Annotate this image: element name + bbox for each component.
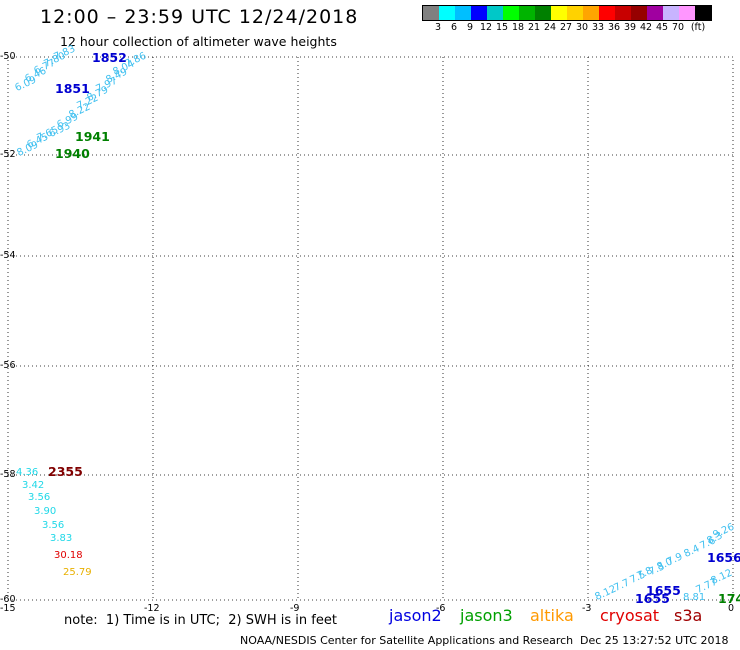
map-frame [7, 56, 734, 601]
swh-value-label: 3.42 [22, 480, 45, 491]
pass-time-label: 1851 [55, 81, 90, 96]
swh-value-label: 4.36 [16, 467, 39, 478]
latitude-tick-label: -50 [0, 51, 16, 62]
footer-note: note: 1) Time is in UTC; 2) SWH is in fe… [64, 613, 337, 628]
color-scale-legend: 3 6 9 12 15 18 21 24 27 30 33 36 39 42 45 70 (ft) [422, 5, 712, 35]
legend-tick-label: 42 [639, 22, 653, 33]
legend-tick-label: 18 [511, 22, 525, 33]
legend-swatch [679, 6, 695, 20]
map-title: 12:00 – 23:59 UTC 12/24/2018 [40, 6, 359, 28]
legend-swatch [519, 6, 535, 20]
legend-swatch [663, 6, 679, 20]
swh-value-label: 25.79 [63, 567, 92, 578]
legend-swatch [615, 6, 631, 20]
swh-value-label: 8.81 [683, 592, 706, 603]
legend-tick-label: 30 [575, 22, 589, 33]
satellite-legend-jason2: jason2 [389, 606, 442, 625]
map-subtitle: 12 hour collection of altimeter wave hei… [60, 34, 337, 49]
legend-tick-label: 12 [479, 22, 493, 33]
generated-timestamp: Dec 25 13:27:52 UTC 2018 [580, 634, 729, 647]
pass-time-label: 1656 [707, 550, 740, 565]
legend-swatch [583, 6, 599, 20]
legend-tick-label: 70 [671, 22, 685, 33]
swh-value-label: 3.83 [50, 533, 73, 544]
longitude-tick-label: -12 [144, 603, 160, 614]
latitude-tick-label: -54 [0, 250, 16, 261]
legend-swatch [631, 6, 647, 20]
legend-tick-label: 24 [543, 22, 557, 33]
longitude-tick-label: -9 [290, 603, 300, 614]
swh-value-label: 30.18 [54, 550, 83, 561]
legend-tick-label: 15 [495, 22, 509, 33]
latitude-tick-label: -58 [0, 469, 16, 480]
legend-swatch [551, 6, 567, 20]
legend-swatches [422, 5, 712, 21]
legend-swatch [535, 6, 551, 20]
longitude-tick-label: -3 [582, 603, 592, 614]
graticule-grid [7, 56, 734, 601]
legend-tick-label: 39 [623, 22, 637, 33]
pass-time-label: 2355 [48, 464, 83, 479]
swh-value-label: 3.90 [34, 506, 57, 517]
swh-value-label: 3.56 [28, 492, 51, 503]
latitude-tick-label: -52 [0, 149, 16, 160]
swh-value-label: 3.56 [42, 520, 65, 531]
legend-swatch [503, 6, 519, 20]
legend-tick-label: 9 [466, 22, 474, 33]
longitude-tick-label: -6 [436, 603, 446, 614]
legend-swatch [471, 6, 487, 20]
satellite-legend-altika: altika [530, 606, 574, 625]
legend-tick-label: 33 [591, 22, 605, 33]
pass-time-label: 174 [718, 591, 740, 606]
pass-time-label: 1941 [75, 129, 110, 144]
pass-time-label: 1655 [635, 591, 670, 606]
latitude-tick-label: -60 [0, 594, 16, 605]
legend-tick-label: 21 [527, 22, 541, 33]
satellite-legend-cryosat: cryosat [600, 606, 660, 625]
legend-tick-label: 6 [450, 22, 458, 33]
legend-tick-label: (ft) [690, 22, 706, 33]
legend-swatch [567, 6, 583, 20]
pass-time-label: 1852 [92, 50, 127, 65]
satellite-legend-s3a: s3a [674, 606, 703, 625]
legend-swatch [439, 6, 455, 20]
longitude-tick-label: -15 [0, 603, 16, 614]
pass-time-label: 1655 [646, 583, 681, 598]
legend-swatch [647, 6, 663, 20]
legend-tick-label: 45 [655, 22, 669, 33]
pass-time-label: 1940 [55, 146, 90, 161]
legend-swatch [695, 6, 711, 20]
legend-tick-labels: 3 6 9 12 15 18 21 24 27 30 33 36 39 42 45 70 (ft) [422, 21, 712, 35]
latitude-tick-label: -56 [0, 360, 16, 371]
legend-swatch [487, 6, 503, 20]
legend-tick-label: 36 [607, 22, 621, 33]
legend-swatch [455, 6, 471, 20]
legend-tick-label: 3 [434, 22, 442, 33]
satellite-legend-jason3: jason3 [460, 606, 513, 625]
legend-swatch [599, 6, 615, 20]
legend-swatch [423, 6, 439, 20]
longitude-tick-label: 0 [728, 603, 735, 614]
legend-tick-label: 27 [559, 22, 573, 33]
credit-line: NOAA/NESDIS Center for Satellite Applica… [240, 634, 574, 647]
